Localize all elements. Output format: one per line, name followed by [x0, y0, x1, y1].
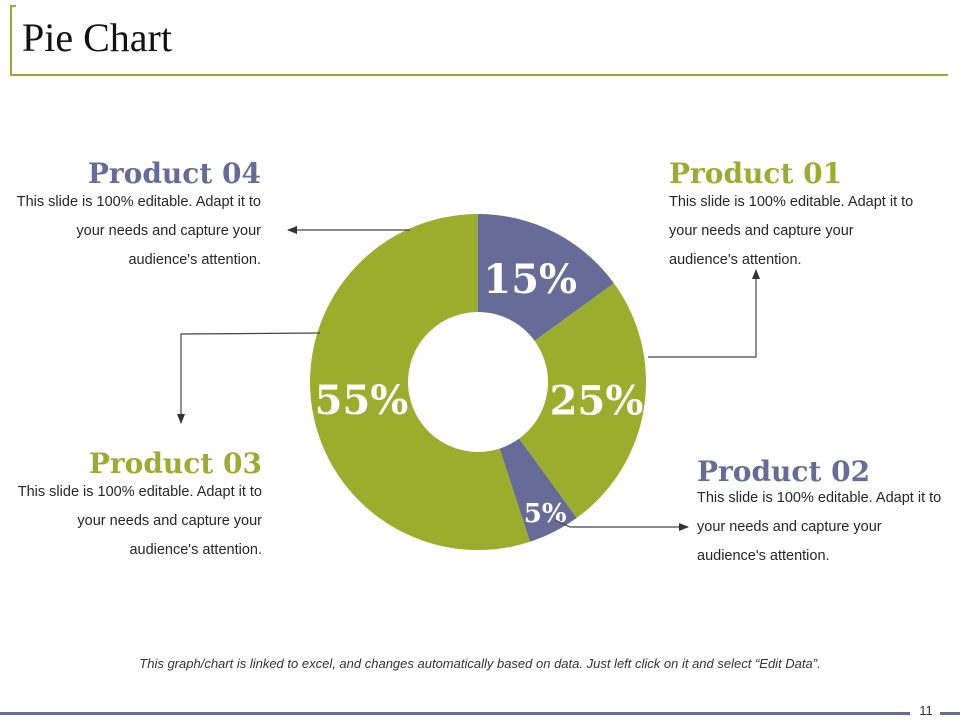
title-frame-left-border: [10, 5, 12, 76]
product-01-description: This slide is 100% editable. Adapt it to…: [669, 194, 914, 268]
slice-label-product-03: 5%: [524, 499, 567, 529]
product-04-description: This slide is 100% editable. Adapt it to…: [16, 194, 261, 268]
connector-product-02: [554, 519, 689, 531]
footer-note: This graph/chart is linked to excel, and…: [139, 656, 821, 671]
product-01-heading: Product 01: [669, 157, 843, 190]
footer-divider-end: [940, 712, 960, 715]
page-title: Pie Chart: [22, 15, 172, 60]
slice-label-product-04: 55%: [315, 377, 409, 424]
slice-product-01: [478, 214, 614, 341]
product-03-description: This slide is 100% editable. Adapt it to…: [17, 484, 262, 558]
product-03-heading: Product 03: [88, 447, 262, 480]
title-frame: [10, 5, 948, 76]
page-number: 11: [919, 703, 933, 718]
product-02-heading: Product 02: [697, 455, 871, 488]
product-04-heading: Product 04: [87, 157, 261, 190]
slice-product-03: [499, 438, 577, 542]
connector-product-03: [177, 332, 321, 424]
slice-product-04: [309, 214, 530, 550]
footer-divider: [0, 712, 910, 715]
product-02-description: This slide is 100% editable. Adapt it to…: [697, 490, 942, 564]
connector-product-01: [648, 269, 760, 358]
title-frame-corner: [10, 5, 16, 7]
slice-label-product-01: 15%: [483, 256, 577, 303]
slice-label-product-02: 25%: [550, 377, 644, 424]
title-frame-bottom-border: [10, 74, 948, 76]
slice-product-02: [519, 283, 646, 518]
